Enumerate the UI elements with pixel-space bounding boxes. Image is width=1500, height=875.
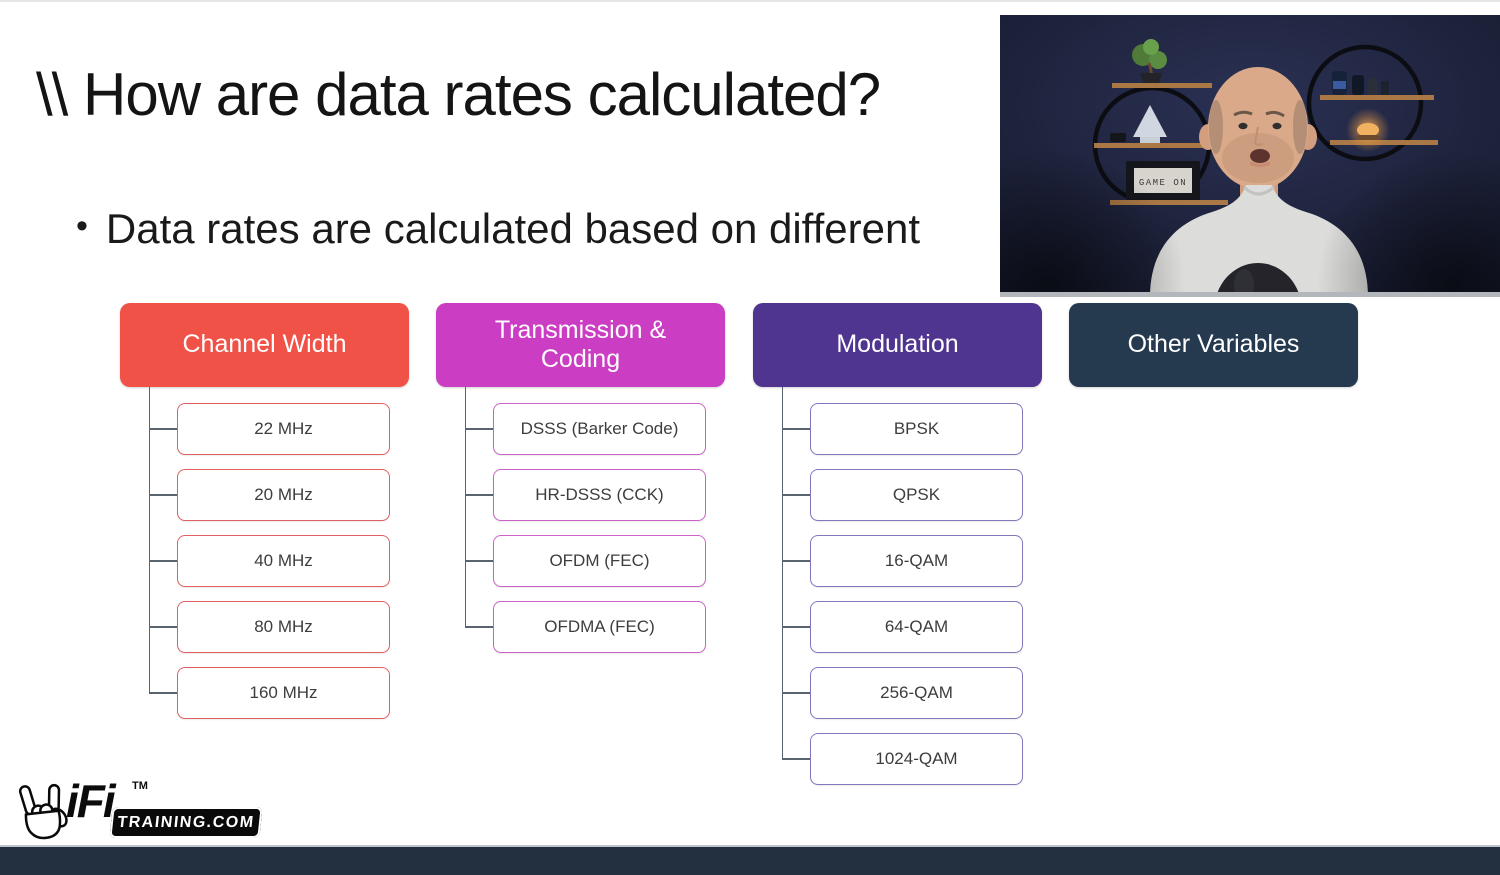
node-20-mhz: 20 MHz	[177, 469, 390, 521]
node-40-mhz: 40 MHz	[177, 535, 390, 587]
node-256-qam: 256-QAM	[810, 667, 1023, 719]
category-header-channel-width: Channel Width	[120, 303, 409, 387]
connector-stub	[465, 494, 493, 496]
bullet-marker: •	[76, 207, 88, 245]
node-hr-dsss-cck: HR-DSSS (CCK)	[493, 469, 706, 521]
connector-stub	[149, 428, 177, 430]
category-header-other-variables: Other Variables	[1069, 303, 1358, 387]
node-22-mhz: 22 MHz	[177, 403, 390, 455]
torso	[1150, 185, 1368, 297]
training-com-box: TRAINING.COM	[109, 807, 263, 838]
category-header-transmission-coding: Transmission & Coding	[436, 303, 725, 387]
bottom-bar	[0, 845, 1500, 875]
node-bpsk: BPSK	[810, 403, 1023, 455]
eye-right	[1272, 122, 1282, 130]
node-160-mhz: 160 MHz	[177, 667, 390, 719]
presenter	[1150, 67, 1368, 297]
bonsai-plant	[1132, 39, 1167, 84]
connector-trunk	[782, 387, 783, 759]
bullet-text: Data rates are calculated based on diffe…	[105, 205, 920, 252]
right-shelf	[1306, 44, 1438, 162]
connector-stub	[149, 692, 177, 694]
desk-strip	[1000, 292, 1500, 297]
connector-stub	[465, 626, 493, 628]
category-header-modulation: Modulation	[753, 303, 1042, 387]
bullet-line: • Data rates are calculated based on diff…	[76, 205, 920, 253]
node-ofdma-fec: OFDMA (FEC)	[493, 601, 706, 653]
connector-stub	[782, 692, 810, 694]
vignette-left	[1000, 148, 1185, 297]
game-on-text: GAME ON	[1139, 178, 1187, 188]
node-ofdm-fec: OFDM (FEC)	[493, 535, 706, 587]
node-dsss-barker-code: DSSS (Barker Code)	[493, 403, 706, 455]
lamp	[1346, 108, 1390, 152]
mouth	[1250, 149, 1270, 163]
hair-left	[1209, 100, 1223, 154]
bottles	[1332, 71, 1389, 95]
eyebrow-right	[1265, 110, 1285, 118]
category-column-other-variables: Other Variables	[1069, 303, 1358, 803]
connector-trunk	[465, 387, 466, 627]
wifi-training-logo: iFi TM TRAINING.COM	[14, 775, 284, 842]
connector-stub	[465, 428, 493, 430]
connector-trunk	[149, 387, 150, 693]
connector-stub	[465, 560, 493, 562]
shelf-item	[1110, 133, 1126, 142]
top-hairline	[0, 0, 1500, 2]
trophy	[1133, 105, 1167, 143]
slide-title: \\ How are data rates calculated?	[36, 61, 881, 128]
brand-text: iFi	[66, 775, 116, 827]
trademark-text: TM	[132, 780, 148, 792]
category-column-channel-width: Channel Width 22 MHz 20 MHz 40 MHz 80 MHz 160…	[120, 303, 409, 803]
eyebrow-left	[1233, 110, 1253, 117]
vignette-right	[1317, 148, 1500, 297]
node-16-qam: 16-QAM	[810, 535, 1023, 587]
hair-right	[1293, 100, 1307, 154]
nose	[1253, 126, 1264, 146]
collar	[1242, 185, 1275, 196]
connector-stub	[782, 758, 810, 760]
category-column-transmission-coding: Transmission & Coding DSSS (Barker Code) H…	[436, 303, 725, 803]
rock-hand-icon	[18, 783, 68, 840]
webcam-illustration: GAME ON	[1000, 15, 1500, 297]
connector-stub	[149, 560, 177, 562]
training-com-text: TRAINING.COM	[116, 813, 256, 831]
lower-lip	[1249, 161, 1271, 167]
connector-stub	[149, 626, 177, 628]
microphone-highlight	[1234, 269, 1254, 297]
node-qpsk: QPSK	[810, 469, 1023, 521]
connector-stub	[149, 494, 177, 496]
connector-stub	[782, 560, 810, 562]
connector-stub	[782, 494, 810, 496]
connector-stub	[782, 626, 810, 628]
connector-stub	[782, 428, 810, 430]
eye-left	[1238, 122, 1248, 130]
node-64-qam: 64-QAM	[810, 601, 1023, 653]
node-80-mhz: 80 MHz	[177, 601, 390, 653]
category-column-modulation: Modulation BPSK QPSK 16-QAM 64-QAM 256-QAM 102…	[753, 303, 1042, 803]
node-1024-qam: 1024-QAM	[810, 733, 1023, 785]
webcam-overlay: GAME ON	[1000, 15, 1500, 297]
